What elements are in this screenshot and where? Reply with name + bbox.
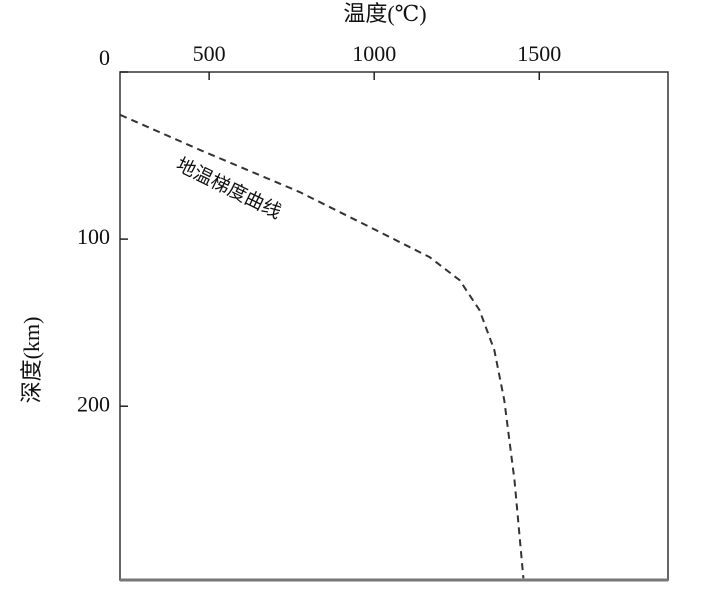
y-axis-title: 深度(km) xyxy=(19,317,44,404)
y-tick-label: 0 xyxy=(99,45,110,70)
plot-frame xyxy=(119,71,669,581)
x-axis-title: 温度(℃) xyxy=(343,1,426,26)
y-tick-label: 200 xyxy=(77,391,110,416)
x-tick-label: 1500 xyxy=(517,41,561,66)
geotherm-line xyxy=(119,114,525,579)
y-tick-label: 100 xyxy=(77,224,110,249)
x-tick-label: 500 xyxy=(193,41,226,66)
annotation: 地温梯度曲线 xyxy=(173,154,285,224)
x-tick-label: 1000 xyxy=(352,41,396,66)
